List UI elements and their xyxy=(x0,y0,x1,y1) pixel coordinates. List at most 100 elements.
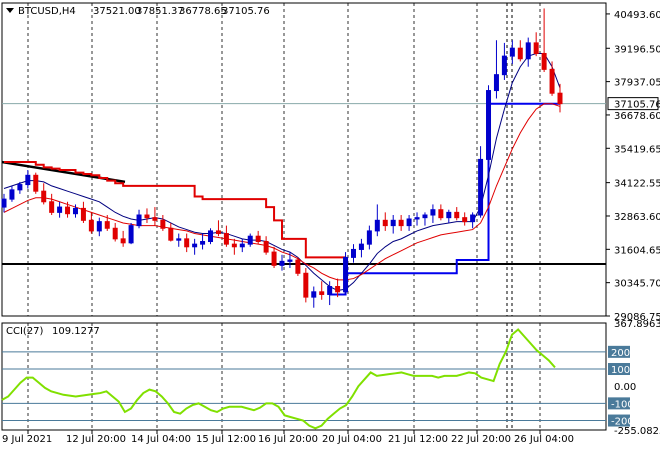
candle-body xyxy=(406,218,412,227)
y-tick-label: 39196.50 xyxy=(614,44,660,55)
cci-line-group xyxy=(1,328,556,430)
candle xyxy=(303,267,309,303)
candle-body xyxy=(366,230,372,245)
cci-level-label: -200 xyxy=(611,417,634,428)
candle xyxy=(33,172,39,194)
candle xyxy=(271,246,277,268)
cci-level-label: 200 xyxy=(611,348,630,359)
candle-body xyxy=(57,206,63,213)
candle xyxy=(120,230,126,247)
x-tick-label: 26 Jul 04:00 xyxy=(514,434,574,445)
candle-body xyxy=(430,209,436,216)
candle-body xyxy=(517,47,523,60)
trail-stop-lower xyxy=(329,102,560,296)
y-tick-label: 40493.60 xyxy=(614,10,660,21)
candle xyxy=(358,238,364,258)
candle-body xyxy=(549,68,555,94)
candle-body xyxy=(247,235,253,245)
candle xyxy=(279,254,285,271)
candle xyxy=(136,209,142,229)
cci-y-tick-label: 367.8963 xyxy=(614,319,660,330)
candle-body xyxy=(533,42,539,54)
x-tick-label: 22 Jul 20:00 xyxy=(451,434,511,445)
candle-body xyxy=(49,201,55,213)
candle xyxy=(478,146,484,218)
candle-body xyxy=(96,221,102,232)
candle xyxy=(390,215,396,234)
x-tick-label: 12 Jul 20:00 xyxy=(66,434,126,445)
cci-level-tag xyxy=(608,363,630,376)
chart-frame xyxy=(1,2,607,431)
candle-body xyxy=(374,219,380,232)
candle-body xyxy=(541,52,547,70)
candle-body xyxy=(509,47,515,57)
candle-body xyxy=(525,42,531,60)
candle xyxy=(57,201,63,218)
cci-level-tag xyxy=(608,345,630,358)
candle-body xyxy=(438,209,444,219)
candle-body xyxy=(160,219,166,229)
candle-body xyxy=(398,219,404,227)
candle-body xyxy=(231,243,237,248)
candle xyxy=(65,201,71,218)
candle xyxy=(295,257,301,276)
axis-labels: 9 Jul 2021 12 Jul 20:00 14 Jul 04:00 15 Jul… xyxy=(2,10,660,445)
candle-body xyxy=(65,206,71,215)
candle-body xyxy=(176,238,182,241)
candle xyxy=(533,32,539,57)
candle xyxy=(104,215,110,231)
candle-body xyxy=(390,219,396,227)
candle xyxy=(422,212,428,226)
candle-body xyxy=(422,214,428,219)
price-pane-frame xyxy=(1,2,607,317)
candle-body xyxy=(271,251,277,266)
y-tick-label: 29086.75 xyxy=(614,312,660,323)
candle-body xyxy=(335,286,341,293)
ma-fast-line xyxy=(3,52,561,292)
candle-body xyxy=(446,211,452,219)
x-tick-label: 9 Jul 2021 xyxy=(2,434,52,445)
candle-body xyxy=(223,233,229,245)
candle xyxy=(72,204,78,218)
candle-body xyxy=(72,207,78,215)
candle xyxy=(287,252,293,268)
cci-y-tick-label: -255.0825 xyxy=(614,426,660,437)
grid xyxy=(1,3,610,434)
candle xyxy=(462,212,468,226)
candle xyxy=(509,40,515,65)
candle xyxy=(112,222,118,242)
candles[interactable] xyxy=(1,8,563,308)
cci-line xyxy=(1,328,556,430)
candle xyxy=(17,181,23,194)
candle xyxy=(231,238,237,255)
collapse-triangle-icon[interactable] xyxy=(6,8,14,13)
candle-body xyxy=(41,190,47,203)
candle-body xyxy=(184,238,190,248)
candle-body xyxy=(120,238,126,244)
candle xyxy=(152,207,158,226)
candle xyxy=(414,212,420,226)
candle-body xyxy=(152,217,158,221)
candle-body xyxy=(350,248,356,258)
candle-body xyxy=(80,207,86,221)
candle xyxy=(239,238,245,253)
candle xyxy=(263,236,269,255)
y-tick-label: 32863.60 xyxy=(614,212,660,223)
candle-body xyxy=(128,225,134,244)
candle-body xyxy=(501,55,507,76)
candle xyxy=(1,193,7,213)
x-tick-label: 14 Jul 04:00 xyxy=(131,434,191,445)
candle-body xyxy=(358,243,364,250)
current-price-tag xyxy=(607,97,659,111)
candle-body xyxy=(470,214,476,223)
cci-label: CCI(27) xyxy=(6,326,44,337)
ma-slow-line xyxy=(3,103,561,281)
candle xyxy=(446,209,452,223)
candle-body xyxy=(104,221,110,229)
candle xyxy=(311,286,317,308)
candle xyxy=(9,185,15,202)
candle xyxy=(223,225,229,247)
candle-body xyxy=(462,217,468,223)
